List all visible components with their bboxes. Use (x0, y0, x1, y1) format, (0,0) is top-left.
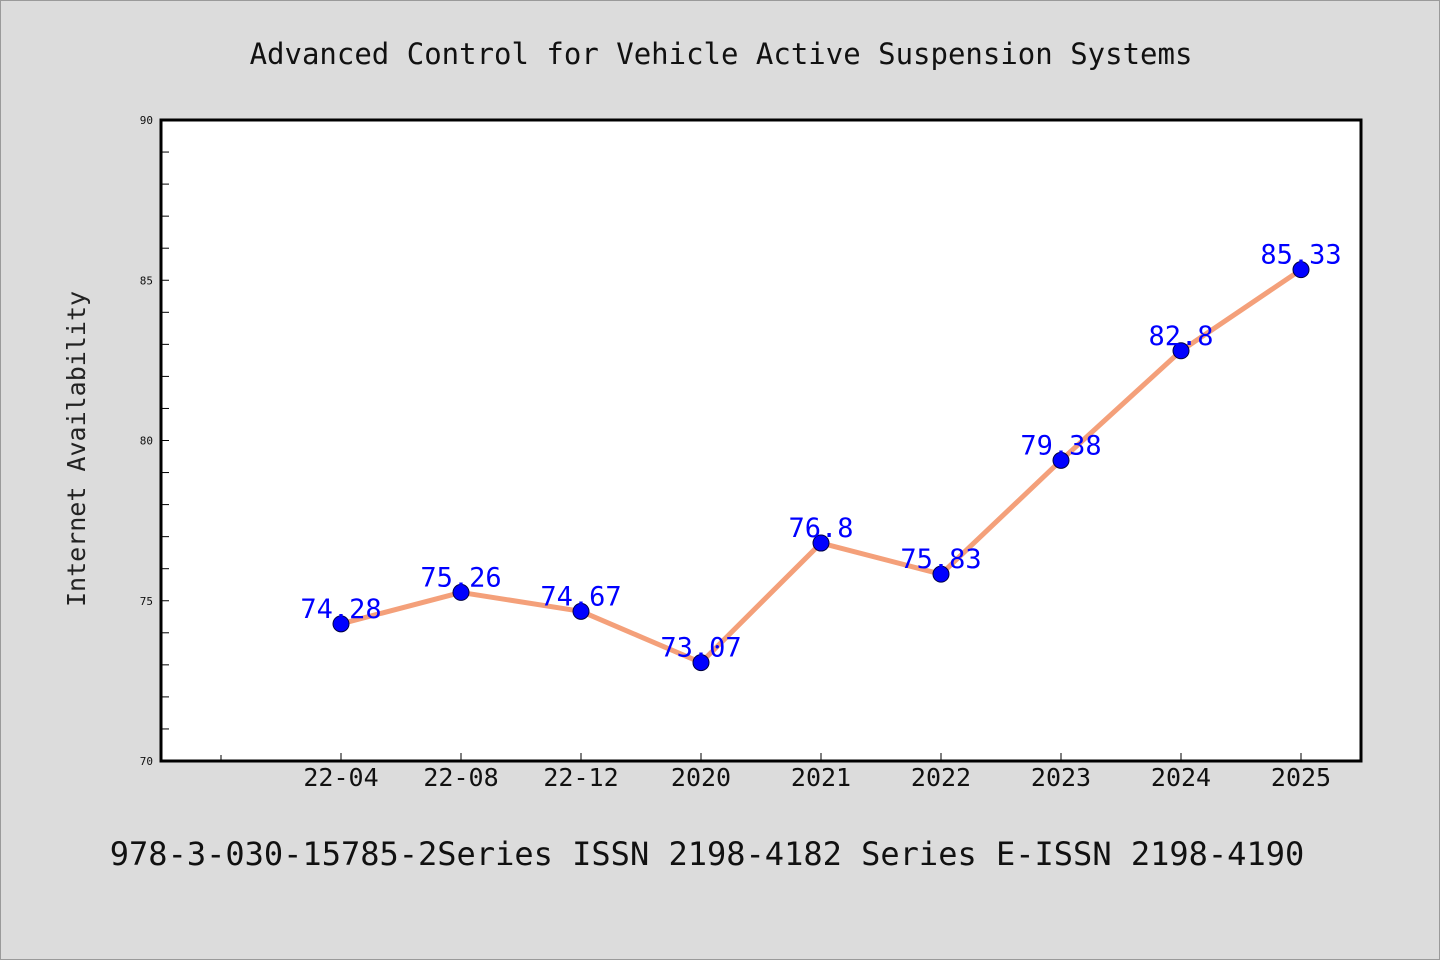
data-point (572, 602, 590, 620)
data-point (1052, 451, 1070, 469)
data-label: 82.8 (1148, 321, 1213, 352)
plot-area (159, 118, 1363, 763)
x-tick-label: 2023 (1031, 763, 1091, 792)
x-tick-label: 2025 (1271, 763, 1331, 792)
x-tick-label: 2022 (911, 763, 971, 792)
data-label: 74.28 (300, 594, 381, 625)
data-point (1172, 342, 1190, 360)
x-tick-label: 22-12 (543, 763, 618, 792)
data-label: 74.67 (540, 581, 621, 612)
y-axis-ticks: 70 75 80 85 90 (140, 114, 169, 768)
y-tick-label: 80 (140, 435, 153, 448)
y-axis-label: Internet Availability (62, 291, 91, 607)
data-point (452, 583, 470, 601)
x-tick-label: 22-08 (423, 763, 498, 792)
x-tick-label: 22-04 (303, 763, 378, 792)
x-tick-label: 2024 (1151, 763, 1211, 792)
data-label: 79.38 (1020, 430, 1101, 461)
data-label: 73.07 (660, 633, 741, 664)
data-label: 75.26 (420, 562, 501, 593)
y-tick-label: 75 (140, 595, 153, 608)
series-layer: 74.28 75.26 74.67 73.07 76.8 75.83 79.38 82.8 85… (300, 240, 1342, 672)
chart-title: Advanced Control for Vehicle Active Susp… (250, 37, 1193, 71)
x-tick-label: 2021 (791, 763, 851, 792)
data-label: 85.33 (1260, 240, 1341, 271)
data-label: 75.83 (900, 544, 981, 575)
x-axis-ticks: 22-04 22-08 22-12 2020 2021 2022 2023 2024 2025 (220, 753, 1331, 792)
data-point (812, 534, 830, 552)
data-point (1292, 261, 1310, 279)
data-point (932, 565, 950, 583)
y-tick-label: 85 (140, 274, 153, 287)
y-tick-label: 90 (140, 114, 153, 127)
data-point (332, 615, 350, 633)
x-tick-label: 2020 (671, 763, 731, 792)
data-point (692, 654, 710, 672)
y-tick-label: 70 (140, 755, 153, 768)
data-label: 76.8 (788, 513, 853, 544)
footer-text: 978-3-030-15785-2Series ISSN 2198-4182 S… (110, 835, 1304, 873)
